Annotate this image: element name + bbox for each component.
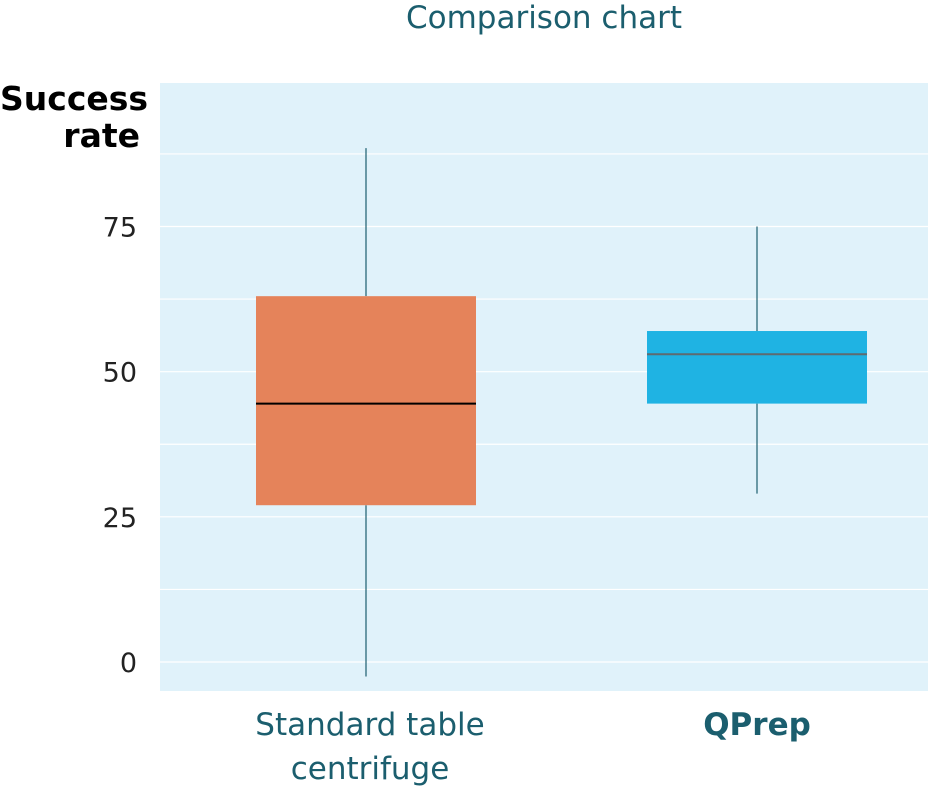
y-tick-label: 50 (103, 358, 137, 389)
box-qprep (647, 331, 867, 404)
y-axis-label: Success rate (0, 79, 149, 155)
chart-title: Comparison chart (405, 0, 683, 36)
y-tick-label: 0 (120, 648, 137, 679)
y-axis-label-line-1: Success (0, 79, 149, 118)
x-category-qprep: QPrep (607, 703, 907, 747)
x-category-standard-line-2: centrifuge (290, 751, 450, 787)
y-tick-label: 75 (103, 213, 137, 244)
y-axis-label-line-2: rate (63, 116, 140, 155)
y-tick-label: 25 (103, 503, 137, 534)
x-category-standard: Standard table centrifuge (220, 703, 520, 791)
x-category-standard-line-1: Standard table (255, 707, 485, 743)
box-standard (256, 296, 476, 506)
x-category-qprep-line-1: QPrep (703, 707, 811, 743)
